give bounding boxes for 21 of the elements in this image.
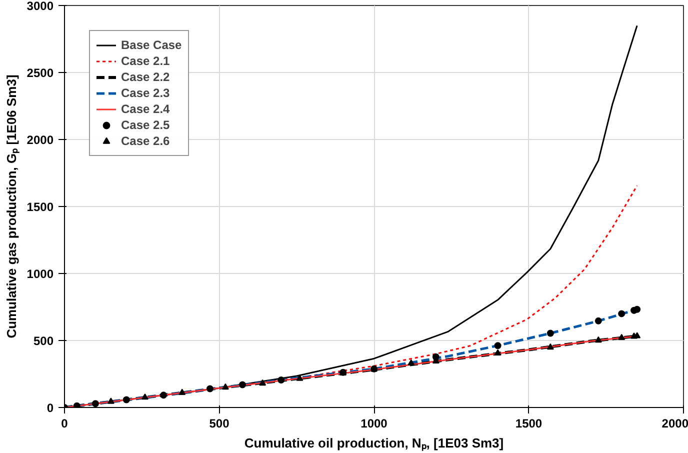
legend-label: Base Case xyxy=(121,37,182,53)
legend-label: Case 2.3 xyxy=(121,85,170,101)
x-tick-label: 2000 xyxy=(662,416,688,430)
x-tick-label: 1000 xyxy=(360,416,388,430)
y-tick-label: 1000 xyxy=(26,267,54,281)
legend-label: Case 2.4 xyxy=(121,101,170,117)
x-axis-title: Cumulative oil production, Nₚ, [1E03 Sm3] xyxy=(244,436,504,452)
x-tick-label: 0 xyxy=(61,416,68,430)
legend-label: Case 2.5 xyxy=(121,117,170,133)
y-tick-label: 3000 xyxy=(26,0,54,13)
y-tick-label: 2500 xyxy=(26,66,54,80)
x-tick-label: 500 xyxy=(209,416,230,430)
legend-label: Case 2.1 xyxy=(121,53,170,69)
legend-label: Case 2.2 xyxy=(121,69,170,85)
legend-label: Case 2.6 xyxy=(121,133,170,149)
y-tick-label: 0 xyxy=(46,401,54,415)
x-tick-label: 1500 xyxy=(515,416,542,430)
y-tick-label: 500 xyxy=(33,334,54,348)
y-tick-label: 1500 xyxy=(26,200,54,214)
y-axis-title: Cumulative gas production, Gₚ [1E06 Sm3] xyxy=(4,74,20,338)
y-tick-label: 2000 xyxy=(26,133,54,147)
